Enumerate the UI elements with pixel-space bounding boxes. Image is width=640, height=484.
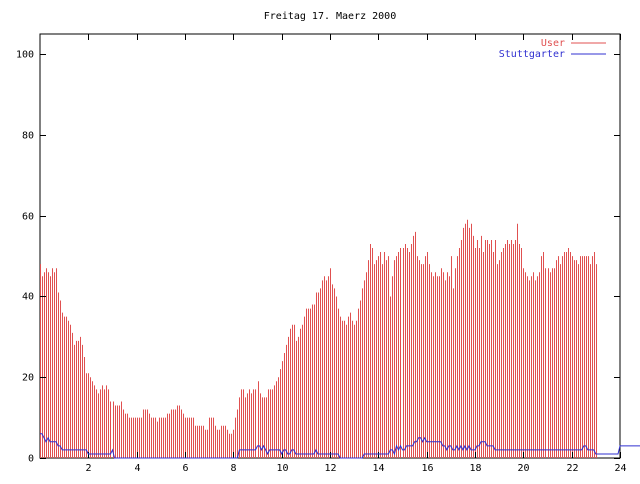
x-tick-label: 12 [324,463,336,474]
y-tick-label: 20 [22,373,34,384]
chart-title: Freitag 17. Maerz 2000 [264,11,396,22]
x-tick-label: 22 [566,463,578,474]
user-bars [40,219,597,458]
y-tick-label: 40 [22,292,34,303]
legend: User Stuttgarter [499,38,606,60]
stuttgarter-line [40,433,640,459]
x-tick-label: 18 [469,463,481,474]
y-tick-label: 80 [22,131,34,142]
y-tick-label: 0 [28,454,34,465]
x-tick-label: 14 [372,463,384,474]
x-tick-label: 10 [276,463,288,474]
legend-stuttgarter-label: Stuttgarter [499,49,565,60]
x-tick-label: 4 [134,463,140,474]
legend-user-label: User [541,38,565,49]
x-tick-label: 16 [421,463,433,474]
x-tick-label: 2 [85,463,91,474]
x-tick-label: 20 [517,463,529,474]
x-tick-label: 8 [230,463,236,474]
x-tick-label: 24 [614,463,626,474]
y-tick-label: 100 [16,50,34,61]
y-tick-label: 60 [22,212,34,223]
x-tick-label: 6 [182,463,188,474]
